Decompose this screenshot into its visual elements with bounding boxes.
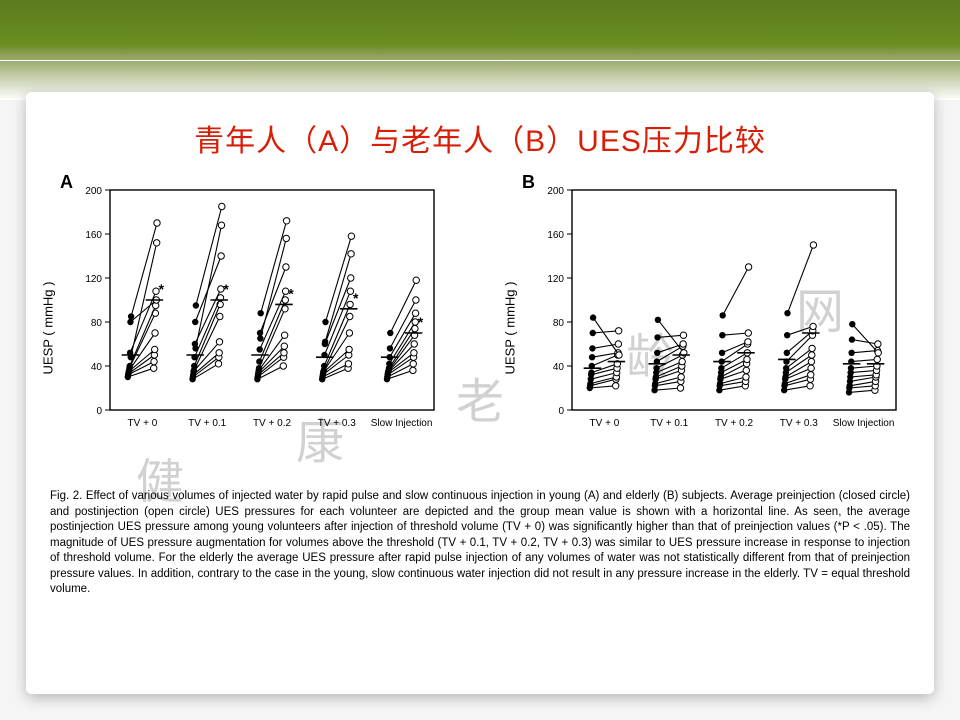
svg-text:*: * — [418, 314, 424, 330]
content-card: 青年人（A）与老年人（B）UES压力比较 A UESP ( mmHg ) 0 40… — [26, 92, 934, 694]
svg-text:200: 200 — [85, 186, 102, 197]
svg-text:*: * — [159, 281, 165, 297]
svg-text:160: 160 — [547, 230, 564, 241]
svg-text:0: 0 — [558, 406, 564, 417]
figure-row: A UESP ( mmHg ) 04080120160200TV + 0*TV … — [54, 180, 906, 475]
chart-b: 0 40 80 120 160 200 TV + 0 TV + 0.1 TV + 0.2 TV +… — [516, 180, 906, 470]
panel-b: B UESP ( mmHg ) 04080120160200TV + 0TV +… — [516, 180, 906, 475]
svg-text:Slow Injection: Slow Injection — [833, 418, 895, 429]
panel-b-label: B — [522, 172, 535, 193]
svg-text:120: 120 — [85, 274, 102, 285]
panel-a: A UESP ( mmHg ) 04080120160200TV + 0*TV … — [54, 180, 444, 475]
svg-text:160: 160 — [85, 230, 102, 241]
figure-caption: Fig. 2. Effect of various volumes of inj… — [50, 489, 910, 598]
panel-b-ylabel: UESP ( mmHg ) — [503, 281, 518, 374]
svg-text:TV + 0: TV + 0 — [128, 418, 158, 429]
svg-text:*: * — [223, 281, 229, 297]
panel-a-label: A — [60, 172, 73, 193]
svg-text:80: 80 — [553, 318, 565, 329]
svg-text:TV + 0.3: TV + 0.3 — [780, 418, 819, 429]
svg-text:TV + 0.2: TV + 0.2 — [253, 418, 292, 429]
svg-text:Slow Injection: Slow Injection — [371, 418, 433, 429]
svg-text:120: 120 — [547, 274, 564, 285]
svg-text:TV + 0: TV + 0 — [590, 418, 620, 429]
svg-text:200: 200 — [547, 186, 564, 197]
svg-text:40: 40 — [553, 362, 565, 373]
svg-text:TV + 0.2: TV + 0.2 — [715, 418, 754, 429]
svg-text:0: 0 — [96, 406, 102, 417]
slide-title: 青年人（A）与老年人（B）UES压力比较 — [50, 116, 910, 160]
chart-a: 0 40 80 120 160 200 TV + 0 * TV + 0.1 * TV + 0.2 * T… — [54, 180, 444, 470]
svg-text:*: * — [353, 290, 359, 306]
slide: 青年人（A）与老年人（B）UES压力比较 A UESP ( mmHg ) 0 40… — [0, 0, 960, 720]
svg-text:40: 40 — [91, 362, 103, 373]
svg-text:TV + 0.3: TV + 0.3 — [318, 418, 357, 429]
svg-text:*: * — [288, 285, 294, 301]
header-band — [0, 0, 960, 100]
panel-a-ylabel: UESP ( mmHg ) — [41, 281, 56, 374]
svg-text:TV + 0.1: TV + 0.1 — [188, 418, 227, 429]
svg-text:80: 80 — [91, 318, 103, 329]
header-lines — [0, 60, 960, 62]
svg-text:TV + 0.1: TV + 0.1 — [650, 418, 689, 429]
